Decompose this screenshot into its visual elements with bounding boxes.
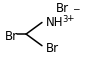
Text: 3: 3 xyxy=(63,15,68,24)
Text: Br: Br xyxy=(46,42,59,55)
Text: +: + xyxy=(66,14,74,23)
Text: −: − xyxy=(72,4,79,13)
Text: NH: NH xyxy=(46,16,63,29)
Text: Br: Br xyxy=(56,2,69,15)
Text: Br: Br xyxy=(5,30,18,43)
